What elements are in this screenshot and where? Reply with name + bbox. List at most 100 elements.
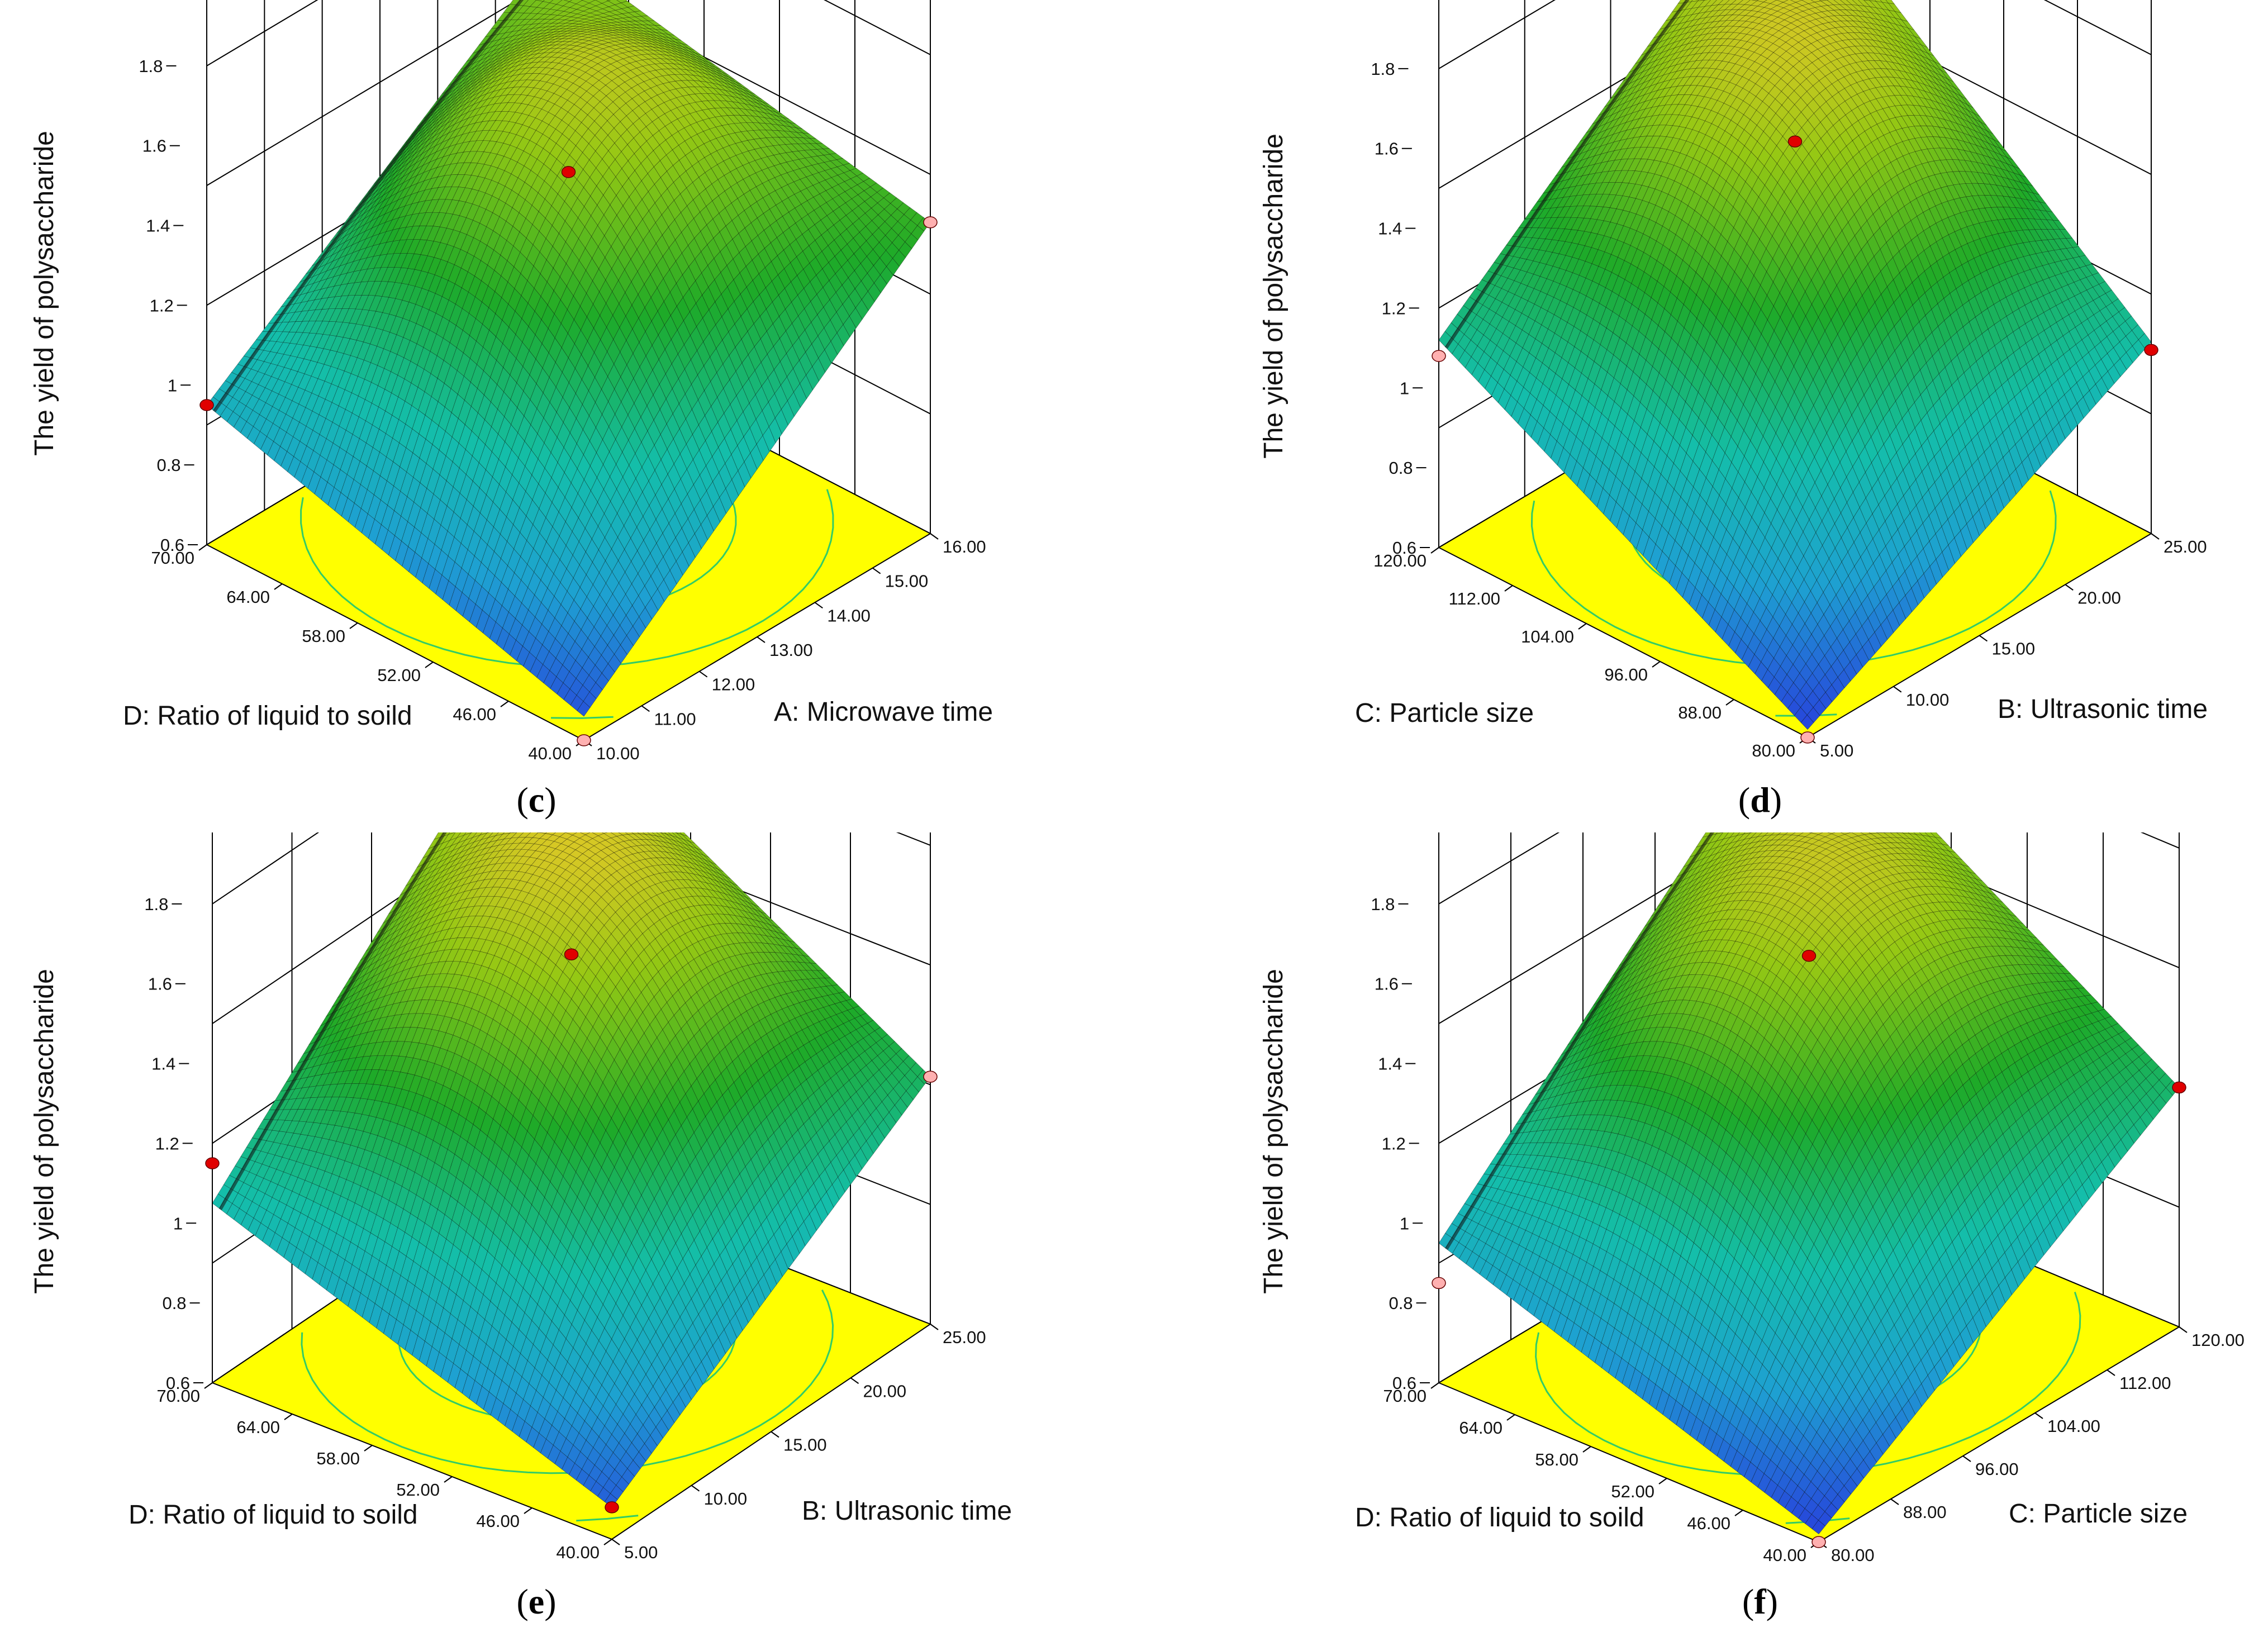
z-tick-label: 1.2 [150, 296, 174, 315]
left-axis-d: 120.00 112.00 104.00 96.00 88.00 80.00 [1373, 547, 1808, 760]
right-axis-label-f: C: Particle size [2009, 1499, 2188, 1529]
z-tick-label: 0.8 [156, 455, 180, 475]
right-axis-c: 10.00 11.00 12.00 13.00 14.00 15.00 16.00 [583, 533, 986, 763]
chart-panel-f: 0.6 0.8 1 1.2 1.4 1.6 1.8 2 The yield of polysac… [1229, 832, 2268, 1598]
right-axis-tick-label: 80.00 [1831, 1545, 1875, 1565]
left-axis-tick-label: 80.00 [1752, 741, 1795, 760]
right-axis-tick-label: 20.00 [2077, 588, 2121, 607]
z-tick-label: 0.6 [166, 1373, 190, 1393]
caption-e: (e) [516, 1582, 557, 1621]
surface-ridge-e [218, 832, 447, 1210]
surface-ridge-d [1444, 0, 1690, 349]
design-point [561, 166, 576, 178]
design-point [1787, 135, 1803, 147]
right-axis-e: 5.00 10.00 15.00 20.00 25.00 [611, 1324, 986, 1562]
right-axis-tick-label: 20.00 [863, 1381, 907, 1401]
response-surface-c [206, 0, 931, 717]
z-tick-label: 1.4 [1378, 219, 1402, 239]
left-axis-tick-label: 52.00 [377, 665, 421, 685]
left-axis-tick-label: 70.00 [151, 548, 194, 568]
left-axis-tick-label: 58.00 [316, 1449, 360, 1468]
right-axis-tick-label: 96.00 [1975, 1459, 2019, 1479]
left-axis-label-d: C: Particle size [1355, 698, 1534, 728]
right-axis-tick-label: 10.00 [596, 744, 640, 763]
right-axis-label-e: B: Ultrasonic time [802, 1496, 1012, 1526]
left-axis-tick-label: 64.00 [1459, 1418, 1503, 1438]
response-surface-f [1438, 832, 2180, 1535]
right-axis-tick-label: 10.00 [704, 1489, 748, 1508]
design-point [923, 216, 938, 229]
surface-ridge-c [213, 0, 524, 412]
right-axis-tick-label: 15.00 [783, 1435, 827, 1455]
left-axis-tick-label: 64.00 [236, 1417, 280, 1437]
left-axis-tick-label: 46.00 [453, 705, 496, 724]
caption-f-letter: f [1754, 1582, 1766, 1621]
caption-c-letter: c [528, 780, 545, 820]
right-axis-tick-label: 11.00 [654, 709, 696, 729]
right-axis-tick-label: 5.00 [1820, 741, 1853, 760]
chart-panel-e: 0.6 0.8 1 1.2 1.4 1.6 1.8 2 The yield of polysac… [0, 832, 1118, 1598]
left-axis-tick-label: 120.00 [1373, 551, 1427, 570]
right-axis-label-c: A: Microwave time [774, 697, 993, 727]
z-axis-d: 0.60.811.21.41.61.82 [1371, 59, 1430, 558]
left-axis-tick-label: 58.00 [1535, 1450, 1578, 1469]
surface-chart-e: 0.6 0.8 1 1.2 1.4 1.6 1.8 2 The yield of polysac… [30, 832, 1012, 1562]
design-points-f [1432, 949, 2186, 1548]
right-axis-tick-label: 25.00 [943, 1327, 986, 1347]
chart-panel-d: 0.60.811.21.41.61.82The yield of polysac… [1229, 0, 2268, 793]
right-axis-tick-label: 15.00 [1992, 639, 2036, 659]
z-tick-label: 0.6 [1392, 1373, 1416, 1393]
left-axis-tick-label: 64.00 [226, 587, 270, 607]
surface-chart-c: 0.60.811.21.41.61.82The yield of polysac… [30, 0, 993, 763]
caption-d-letter: d [1750, 780, 1770, 820]
left-axis-tick-label: 40.00 [556, 1543, 600, 1562]
z-tick-label: 1.2 [1382, 298, 1406, 318]
right-axis-tick-label: 14.00 [827, 606, 871, 625]
design-points-c [199, 166, 938, 746]
front-edges-e [212, 832, 931, 1383]
right-axis-tick-label: 10.00 [1906, 690, 1950, 710]
right-axis-d: 5.00 10.00 15.00 20.00 25.00 [1807, 533, 2207, 760]
right-axis-tick-label: 120.00 [2191, 1330, 2245, 1350]
design-point [1800, 731, 1815, 744]
surface-chart-f: 0.6 0.8 1 1.2 1.4 1.6 1.8 2 The yield of polysac… [1259, 832, 2245, 1565]
y-axis-label-d: The yield of polysaccharide [1259, 134, 1288, 459]
right-axis-tick-label: 5.00 [624, 1543, 658, 1562]
design-point [605, 1501, 619, 1514]
left-axis-tick-label: 46.00 [1687, 1514, 1730, 1533]
left-axis-tick-label: 70.00 [1383, 1386, 1427, 1406]
z-tick-label: 2 [155, 832, 165, 834]
y-axis-label-f: The yield of polysaccharide [1259, 969, 1288, 1294]
left-axis-tick-label: 52.00 [396, 1480, 440, 1500]
right-axis-tick-label: 88.00 [1903, 1502, 1947, 1522]
z-tick-label: 1.4 [146, 216, 170, 236]
left-axis-tick-label: 88.00 [1678, 703, 1722, 722]
front-edges-d [1438, 0, 2152, 548]
caption-f: (f) [1742, 1582, 1778, 1621]
left-axis-tick-label: 96.00 [1604, 665, 1648, 684]
response-surface-d [1438, 0, 2152, 730]
z-tick-label: 1.4 [1378, 1054, 1402, 1074]
z-tick-label: 1.6 [1375, 139, 1399, 159]
left-axis-tick-label: 40.00 [528, 744, 572, 763]
z-tick-label: 1.2 [1382, 1134, 1406, 1153]
left-axis-tick-label: 40.00 [1763, 1545, 1806, 1565]
design-points-d [1432, 135, 2158, 744]
right-axis-f: 80.00 88.00 96.00 104.00 112.00 120.00 [1818, 1326, 2245, 1565]
design-point [2144, 344, 2158, 356]
z-tick-label: 1.6 [142, 136, 167, 156]
left-axis-tick-label: 104.00 [1521, 627, 1574, 646]
z-tick-label: 1 [1400, 1214, 1409, 1233]
response-surface-e [212, 832, 931, 1508]
design-point [1432, 1277, 1446, 1289]
right-axis-tick-label: 12.00 [712, 675, 755, 694]
z-tick-label: 0.8 [1389, 1293, 1413, 1313]
design-point [1801, 949, 1817, 962]
z-tick-label: 1.8 [139, 56, 163, 76]
right-axis-tick-label: 104.00 [2047, 1416, 2100, 1436]
y-axis-label-e: The yield of polysaccharide [30, 969, 59, 1294]
left-axis-c: 70.00 64.00 58.00 52.00 46.00 40.00 [151, 544, 584, 763]
left-axis-tick-label: 58.00 [302, 626, 345, 646]
right-axis-tick-label: 25.00 [2164, 537, 2207, 556]
z-axis-e: 0.6 0.8 1 1.2 1.4 1.6 1.8 2 [144, 832, 203, 1393]
